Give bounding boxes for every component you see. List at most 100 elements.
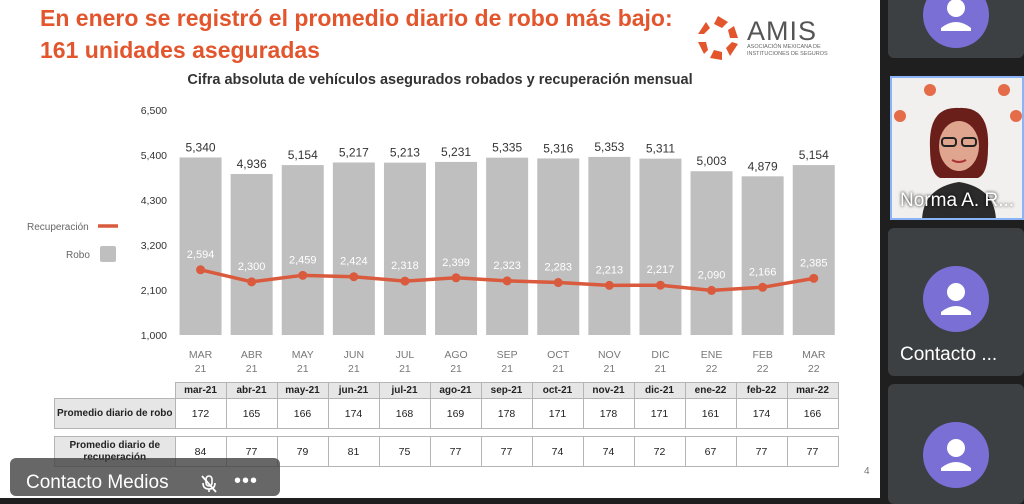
line-value-label: 2,323 (493, 260, 521, 272)
line-point (451, 273, 461, 283)
line-value-label: 2,300 (238, 261, 266, 273)
data-table: mar-21 abr-21 may-21 jun-21 jul-21 ago-21 sep-… (54, 382, 839, 467)
table-column-header: mar-22 (786, 382, 839, 399)
chart-canvas: 1,000 2,100 3,200 4,300 5,400 6,500 5,340 4,936… (27, 105, 835, 375)
table-cell: 166 (786, 398, 839, 429)
participant-avatar-icon (923, 422, 989, 488)
bar (639, 158, 682, 335)
x-tick-label: 21 (246, 363, 258, 375)
line-point (553, 278, 563, 288)
bar (179, 157, 222, 335)
table-cell: 67 (684, 436, 737, 467)
table-column-header: ene-22 (684, 382, 737, 399)
line-value-label: 2,594 (187, 249, 215, 261)
presenter-chip (10, 458, 280, 496)
x-tick-label: 21 (297, 363, 309, 375)
participant-name-video: Norma A. R... (900, 190, 1015, 211)
table-column-header: jul-21 (378, 382, 431, 399)
table-cell: 77 (480, 436, 533, 467)
participant-avatar-icon (923, 0, 989, 48)
table-cell: 171 (633, 398, 686, 429)
table-cell: 174 (735, 398, 788, 429)
presentation-slide: En enero se registró el promedio diario … (0, 0, 880, 498)
bar (486, 157, 529, 335)
line-point (502, 276, 512, 286)
bar (741, 176, 784, 335)
participant-tile[interactable] (888, 0, 1024, 58)
table-cell: 74 (531, 436, 584, 467)
table-cell: 161 (684, 398, 737, 429)
bar (281, 165, 324, 335)
table-cell: 178 (582, 398, 635, 429)
table-row: Promedio diario de robo 172 165 166 174 168 16… (54, 398, 839, 429)
line-point (758, 282, 768, 292)
line-value-label: 2,283 (544, 262, 572, 274)
table-corner (54, 382, 176, 399)
line-point (809, 273, 819, 283)
y-tick-label: 3,200 (141, 240, 167, 252)
table-cell: 81 (327, 436, 380, 467)
table-cell: 171 (531, 398, 584, 429)
table-column-header: dic-21 (633, 382, 686, 399)
x-tick-label: JUL (396, 349, 415, 361)
x-tick-label: JUN (344, 349, 364, 361)
x-tick-label: 21 (195, 363, 207, 375)
bar (690, 171, 733, 335)
line-value-label: 2,459 (289, 254, 317, 266)
x-tick-label: NOV (598, 349, 621, 361)
bar (588, 156, 631, 335)
bar (537, 158, 580, 335)
table-cell: 72 (633, 436, 686, 467)
table-cell: 166 (276, 398, 329, 429)
table-column-header: oct-21 (531, 382, 584, 399)
bar-value-label: 4,936 (237, 157, 267, 171)
line-point (196, 265, 206, 275)
bar-value-label: 5,316 (543, 141, 573, 155)
table-cell: 174 (327, 398, 380, 429)
x-tick-label: MAR (189, 349, 213, 361)
bar-value-label: 5,231 (441, 145, 471, 159)
participant-tile[interactable] (888, 384, 1024, 504)
legend-label-robo: Robo (66, 250, 90, 261)
participant-video-tile[interactable] (890, 76, 1024, 220)
table-column-header: ago-21 (429, 382, 482, 399)
table-cell: 165 (225, 398, 278, 429)
bar-value-label: 5,217 (339, 145, 369, 159)
presenter-name: Contacto Medios (26, 472, 169, 493)
table-column-header: may-21 (276, 382, 329, 399)
x-tick-label: OCT (547, 349, 570, 361)
table-cell: 172 (174, 398, 227, 429)
table-column-header: sep-21 (480, 382, 533, 399)
line-value-label: 2,385 (800, 257, 828, 269)
y-tick-label: 2,100 (141, 285, 167, 297)
table-column-header: nov-21 (582, 382, 635, 399)
participant-tile[interactable]: Contacto ... (888, 228, 1024, 376)
x-tick-label: SEP (497, 349, 518, 361)
table-cell: 77 (429, 436, 482, 467)
mic-off-icon[interactable] (200, 474, 218, 494)
line-point (604, 280, 614, 290)
bar (435, 161, 478, 335)
chart-title: Cifra absoluta de vehículos asegurados r… (187, 72, 693, 88)
x-tick-label: MAR (802, 349, 826, 361)
bar-value-label: 5,154 (288, 148, 318, 162)
more-options-icon[interactable]: ••• (234, 470, 259, 492)
line-value-label: 2,399 (442, 257, 470, 269)
bar-value-label: 5,340 (186, 140, 216, 154)
x-tick-label: FEB (752, 349, 772, 361)
y-tick-label: 4,300 (141, 195, 167, 207)
table-cell: 79 (276, 436, 329, 467)
line-point (655, 280, 665, 290)
speaker-video-feed (892, 78, 1022, 218)
page-number: 4 (864, 466, 870, 477)
x-tick-label: 22 (757, 363, 769, 375)
line-point (707, 285, 717, 295)
table-cell: 168 (378, 398, 431, 429)
table-row: Promedio diario de recuperación 84 77 79 81 7… (54, 436, 839, 467)
x-tick-label: 22 (808, 363, 820, 375)
bar (230, 173, 273, 335)
bar (383, 162, 426, 335)
x-tick-label: 21 (552, 363, 564, 375)
x-tick-label: 21 (399, 363, 411, 375)
table-column-header: feb-22 (735, 382, 788, 399)
